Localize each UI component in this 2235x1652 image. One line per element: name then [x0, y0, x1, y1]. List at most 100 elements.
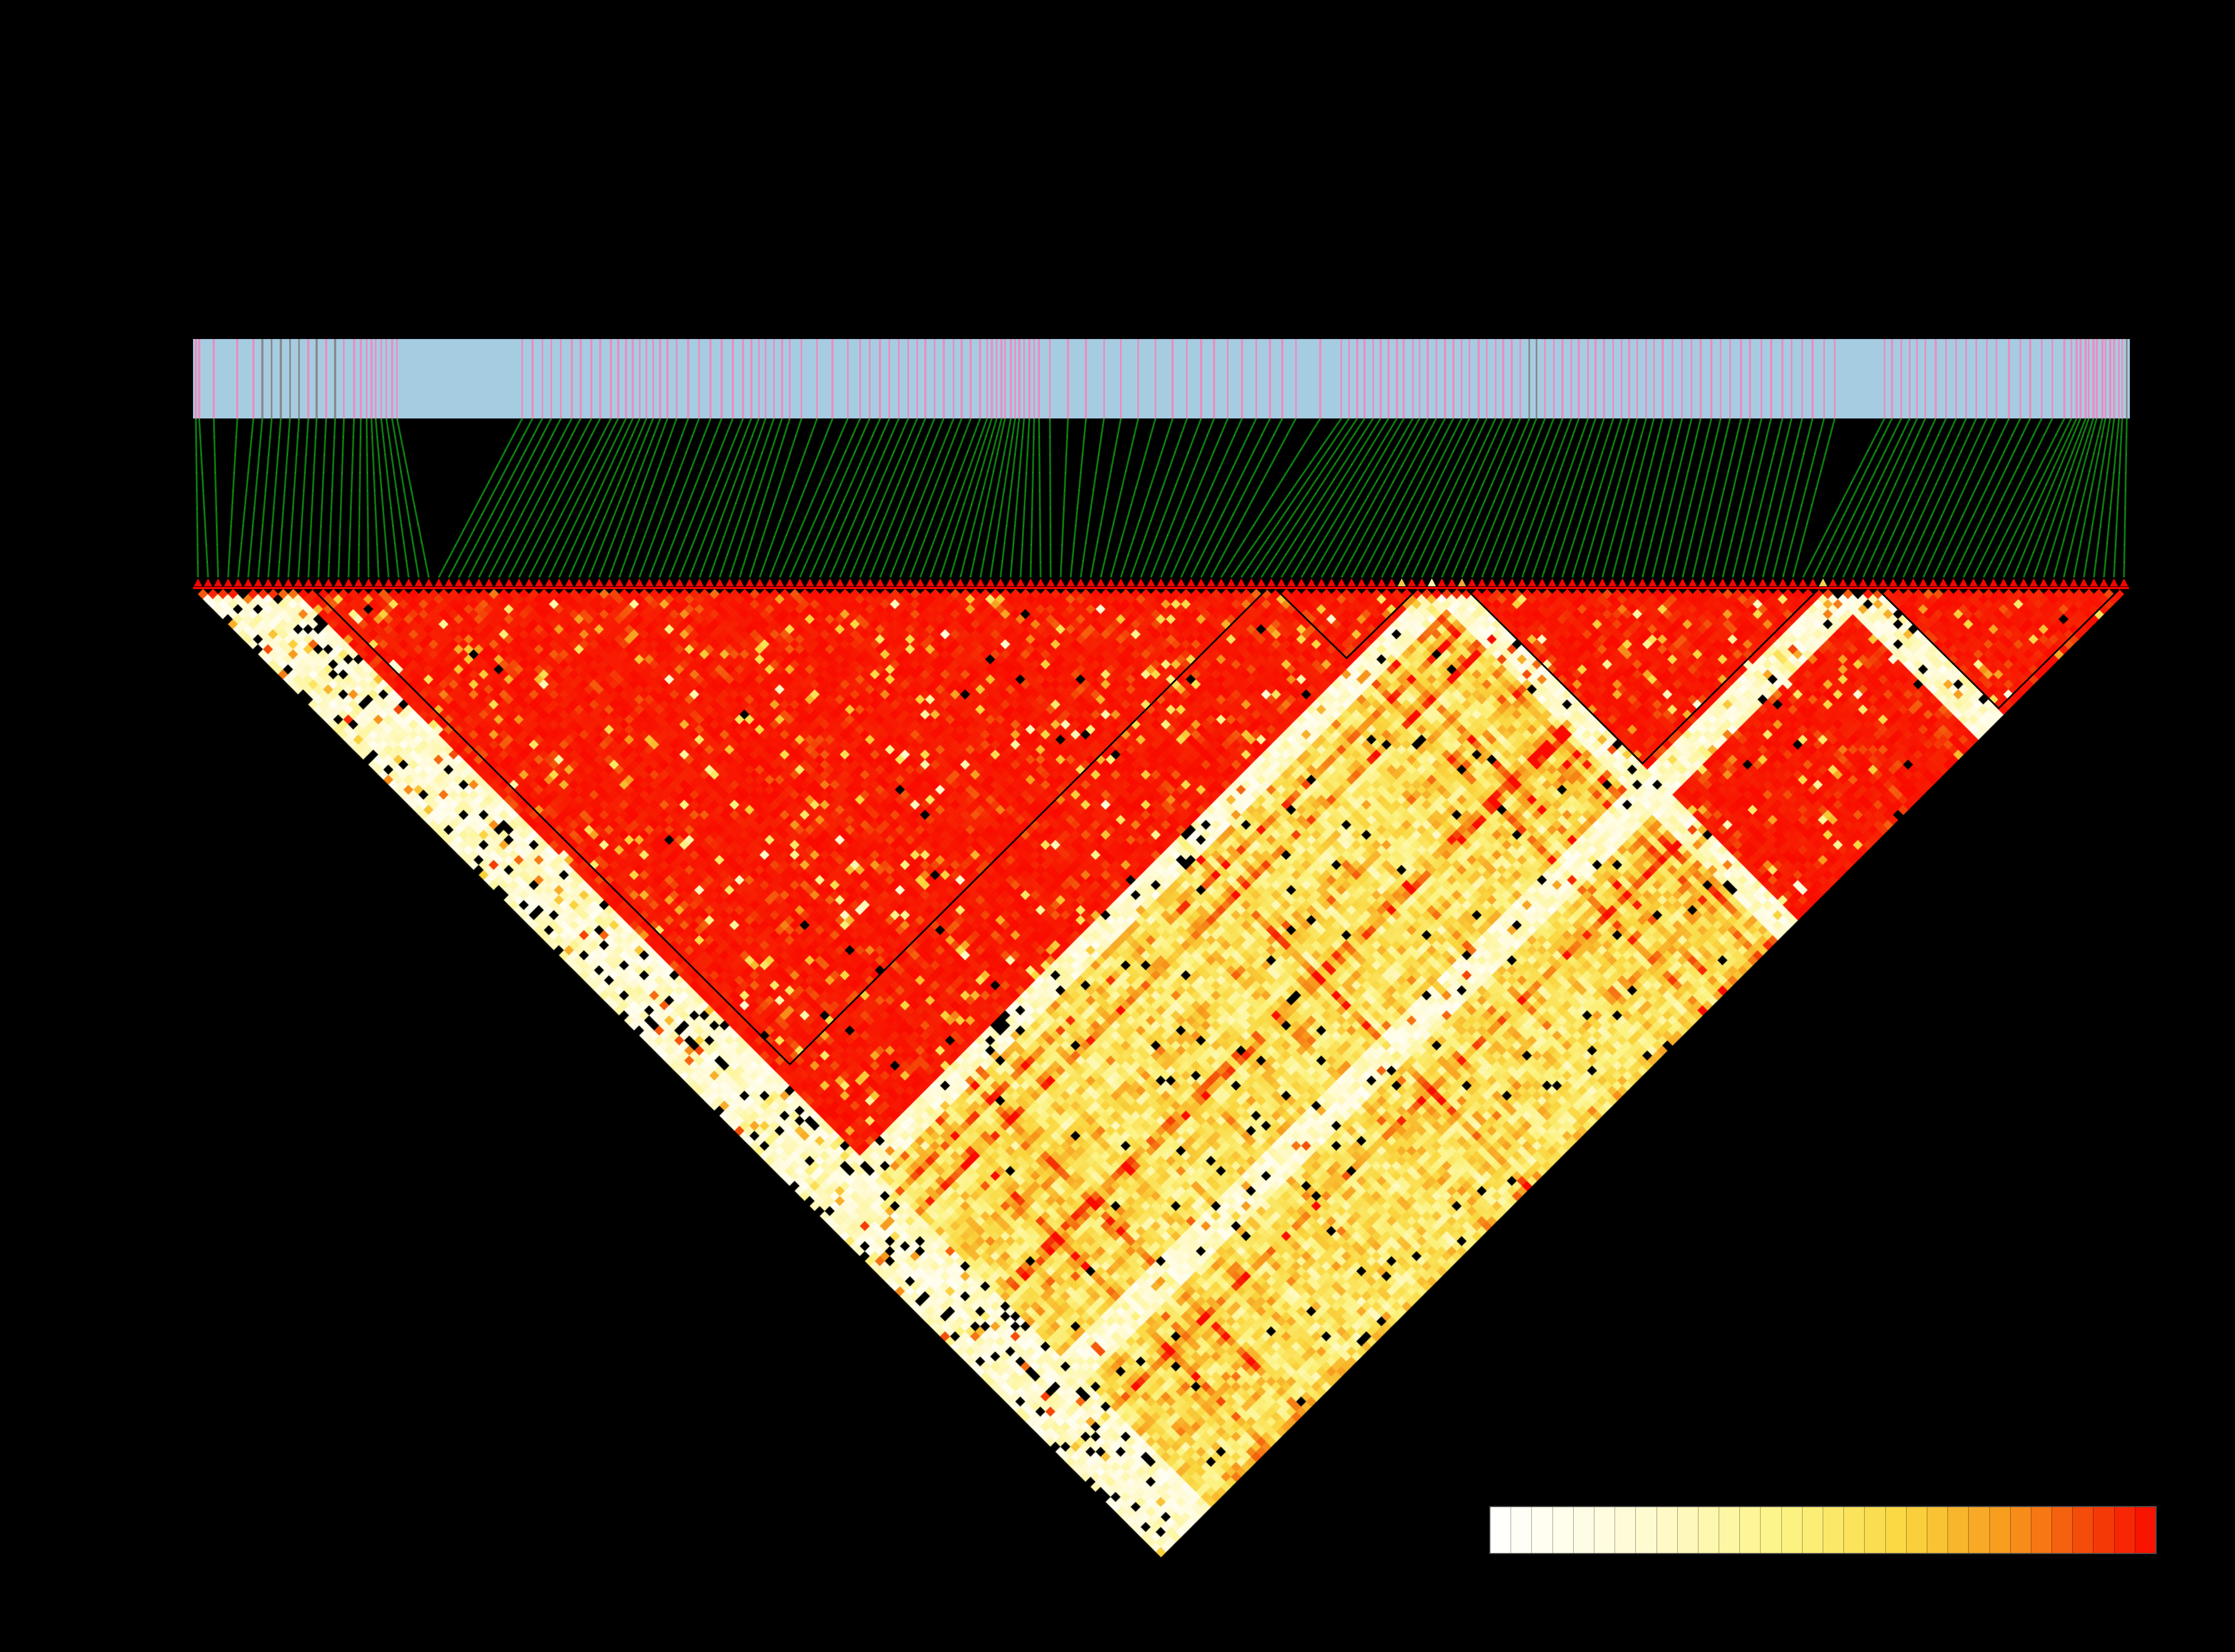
- diagonal-marker-triangle: [1307, 578, 1316, 586]
- diagonal-marker-triangle: [1107, 578, 1115, 586]
- diagonal-marker-triangle: [1408, 578, 1416, 586]
- diagonal-marker-triangle: [635, 578, 644, 586]
- diagonal-marker-triangle: [214, 578, 223, 586]
- color-scale-step: [1719, 1507, 1740, 1553]
- diagonal-marker-triangle: [1418, 578, 1426, 586]
- color-scale-step: [1905, 1507, 1927, 1553]
- diagonal-marker-triangle: [324, 578, 333, 586]
- diagonal-marker-triangle: [956, 578, 965, 586]
- diagonal-marker-triangle: [294, 578, 303, 586]
- diagonal-marker-triangle: [1187, 578, 1196, 586]
- diagonal-marker-triangle: [986, 578, 995, 586]
- color-scale-step: [1656, 1507, 1677, 1553]
- diagonal-marker-triangle: [1638, 578, 1647, 586]
- diagonal-marker-triangle: [1197, 578, 1206, 586]
- diagonal-marker-triangle: [1989, 578, 1998, 586]
- diagonal-marker-triangle: [2120, 578, 2128, 586]
- diagonal-marker-triangle: [274, 578, 283, 586]
- diagonal-marker-triangle: [855, 578, 864, 586]
- diagonal-marker-triangle: [926, 578, 935, 586]
- diagonal-marker-triangle: [1778, 578, 1787, 586]
- diagonal-marker-triangle: [1678, 578, 1687, 586]
- diagonal-marker-triangle: [2019, 578, 2028, 586]
- diagonal-marker-triangle: [284, 578, 293, 586]
- diagonal-marker-triangle: [1979, 578, 1988, 586]
- diagonal-marker-triangle: [1558, 578, 1566, 586]
- diagonal-marker-triangle: [2059, 578, 2068, 586]
- diagonal-marker-triangle: [1488, 578, 1497, 586]
- diagonal-marker-triangle: [1869, 578, 1878, 586]
- diagonal-marker-triangle: [304, 578, 313, 586]
- diagonal-marker-triangle: [1217, 578, 1226, 586]
- diagonal-marker-triangle: [535, 578, 543, 586]
- diagonal-marker-triangle: [2069, 578, 2078, 586]
- color-scale-step: [2072, 1507, 2093, 1553]
- color-scale-step: [1635, 1507, 1657, 1553]
- diagonal-marker-triangle: [1738, 578, 1747, 586]
- color-scale-step: [2010, 1507, 2031, 1553]
- diagonal-marker-triangle: [404, 578, 413, 586]
- color-scale-step: [1760, 1507, 1781, 1553]
- diagonal-marker-triangle: [474, 578, 483, 586]
- diagonal-marker-triangle: [194, 578, 203, 586]
- diagonal-marker-triangle: [1789, 578, 1798, 586]
- diagonal-marker-triangle: [505, 578, 514, 586]
- diagonal-marker-triangle: [394, 578, 403, 586]
- diagonal-marker-triangle: [1498, 578, 1507, 586]
- color-scale-step: [1926, 1507, 1948, 1553]
- diagonal-marker-triangle: [564, 578, 573, 586]
- diagonal-marker-triangle: [675, 578, 684, 586]
- diagonal-marker-triangle: [1879, 578, 1888, 586]
- color-scale-step: [2114, 1507, 2135, 1553]
- diagonal-marker-triangle: [374, 578, 383, 586]
- diagonal-marker-triangle: [204, 578, 213, 586]
- diagonal-marker-triangle: [1076, 578, 1085, 586]
- diagonal-marker-triangle: [1437, 578, 1446, 586]
- diagonal-marker-triangle: [1146, 578, 1155, 586]
- diagonal-marker-triangle: [966, 578, 975, 586]
- diagonal-marker-triangle: [1207, 578, 1216, 586]
- diagonal-marker-triangle: [2079, 578, 2088, 586]
- color-scale-step: [1823, 1507, 1844, 1553]
- color-scale-step: [1739, 1507, 1761, 1553]
- diagonal-marker-triangle: [896, 578, 905, 586]
- diagonal-marker-triangle: [1317, 578, 1326, 586]
- diagonal-marker-triangle: [755, 578, 764, 586]
- diagonal-marker-triangle: [1758, 578, 1767, 586]
- diagonal-marker-triangle: [1959, 578, 1968, 586]
- diagonal-marker-triangle: [595, 578, 604, 586]
- diagonal-marker-triangle: [545, 578, 553, 586]
- diagonal-marker-triangle: [1277, 578, 1286, 586]
- diagonal-marker-triangle: [1849, 578, 1857, 586]
- diagonal-marker-triangle: [1016, 578, 1025, 586]
- diagonal-marker-triangle: [625, 578, 634, 586]
- color-scale-step: [1968, 1507, 1989, 1553]
- color-scale-step: [1801, 1507, 1823, 1553]
- diagonal-marker-triangle: [1608, 578, 1617, 586]
- diagonal-marker-triangle: [1839, 578, 1847, 586]
- diagonal-marker-triangle: [796, 578, 804, 586]
- diagonal-marker-triangle: [615, 578, 624, 586]
- diagonal-marker-triangle: [364, 578, 373, 586]
- diagonal-marker-triangle: [1267, 578, 1276, 586]
- diagonal-marker-triangle: [2049, 578, 2058, 586]
- diagonal-marker-triangle: [865, 578, 874, 586]
- diagonal-marker-triangle: [495, 578, 504, 586]
- diagonal-marker-triangle: [1166, 578, 1175, 586]
- diagonal-marker-triangle: [1177, 578, 1185, 586]
- diagonal-marker-triangle: [715, 578, 724, 586]
- diagonal-marker-triangle: [1899, 578, 1908, 586]
- diagonal-marker-triangle: [1036, 578, 1045, 586]
- diagonal-marker-triangle: [886, 578, 895, 586]
- diagonal-marker-triangle: [444, 578, 453, 586]
- color-scale-step: [1989, 1507, 2010, 1553]
- diagonal-marker-triangle: [1688, 578, 1697, 586]
- diagonal-marker-triangle: [685, 578, 694, 586]
- diagonal-marker-triangle: [1287, 578, 1296, 586]
- color-scale-step: [1885, 1507, 1906, 1553]
- diagonal-marker-triangle: [1056, 578, 1065, 586]
- diagonal-marker-triangle: [785, 578, 794, 586]
- diagonal-marker-triangle: [454, 578, 463, 586]
- diagonal-marker-triangle: [1086, 578, 1095, 586]
